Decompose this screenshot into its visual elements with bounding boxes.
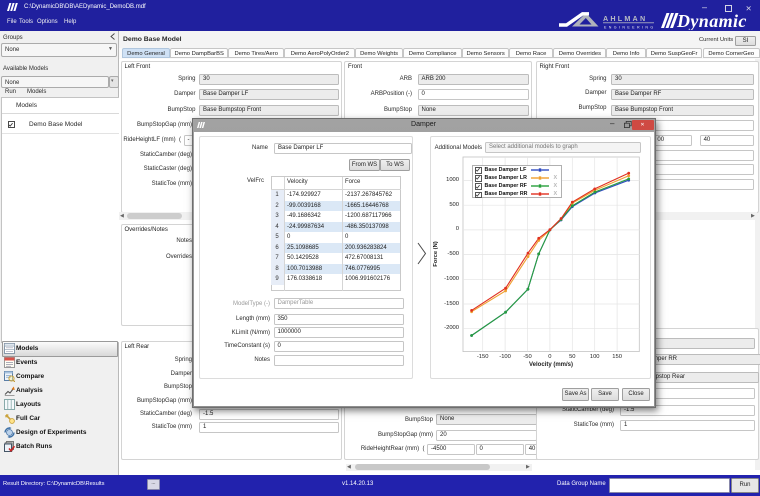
svg-text:Dynamic: Dynamic xyxy=(676,12,747,30)
svg-text:AHLMAN: AHLMAN xyxy=(603,14,647,23)
svg-text:ENGINEERING: ENGINEERING xyxy=(604,25,656,29)
